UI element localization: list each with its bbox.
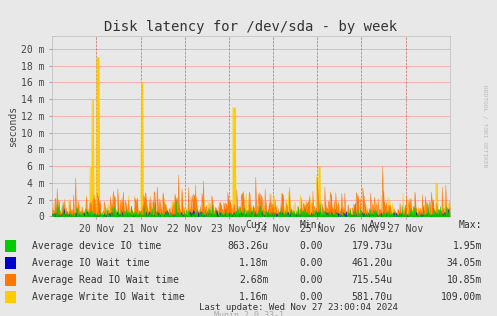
Text: RRDTOOL / TOBI OETIKER: RRDTOOL / TOBI OETIKER xyxy=(482,85,487,168)
Text: 715.54u: 715.54u xyxy=(351,275,393,285)
Text: Min:: Min: xyxy=(300,220,323,230)
Text: 1.95m: 1.95m xyxy=(453,241,482,251)
Text: Average IO Wait time: Average IO Wait time xyxy=(32,258,150,268)
Text: 461.20u: 461.20u xyxy=(351,258,393,268)
Text: 1.18m: 1.18m xyxy=(239,258,268,268)
Text: 0.00: 0.00 xyxy=(300,292,323,302)
Text: Cur:: Cur: xyxy=(245,220,268,230)
FancyBboxPatch shape xyxy=(5,257,16,269)
Text: Average device IO time: Average device IO time xyxy=(32,241,162,251)
Text: 109.00m: 109.00m xyxy=(441,292,482,302)
Text: 0.00: 0.00 xyxy=(300,241,323,251)
Text: 863.26u: 863.26u xyxy=(227,241,268,251)
Text: Munin 2.0.33-1: Munin 2.0.33-1 xyxy=(214,311,283,316)
Title: Disk latency for /dev/sda - by week: Disk latency for /dev/sda - by week xyxy=(104,20,398,34)
Text: 0.00: 0.00 xyxy=(300,258,323,268)
Text: Avg:: Avg: xyxy=(369,220,393,230)
Text: 0.00: 0.00 xyxy=(300,275,323,285)
Text: 179.73u: 179.73u xyxy=(351,241,393,251)
Text: Max:: Max: xyxy=(459,220,482,230)
FancyBboxPatch shape xyxy=(5,240,16,252)
FancyBboxPatch shape xyxy=(5,274,16,286)
Text: 581.70u: 581.70u xyxy=(351,292,393,302)
Text: Average Write IO Wait time: Average Write IO Wait time xyxy=(32,292,185,302)
Text: 34.05m: 34.05m xyxy=(447,258,482,268)
Text: Last update: Wed Nov 27 23:00:04 2024: Last update: Wed Nov 27 23:00:04 2024 xyxy=(199,303,398,312)
Text: Average Read IO Wait time: Average Read IO Wait time xyxy=(32,275,179,285)
FancyBboxPatch shape xyxy=(5,291,16,303)
Text: 10.85m: 10.85m xyxy=(447,275,482,285)
Text: 2.68m: 2.68m xyxy=(239,275,268,285)
Text: 1.16m: 1.16m xyxy=(239,292,268,302)
Y-axis label: seconds: seconds xyxy=(8,106,18,147)
